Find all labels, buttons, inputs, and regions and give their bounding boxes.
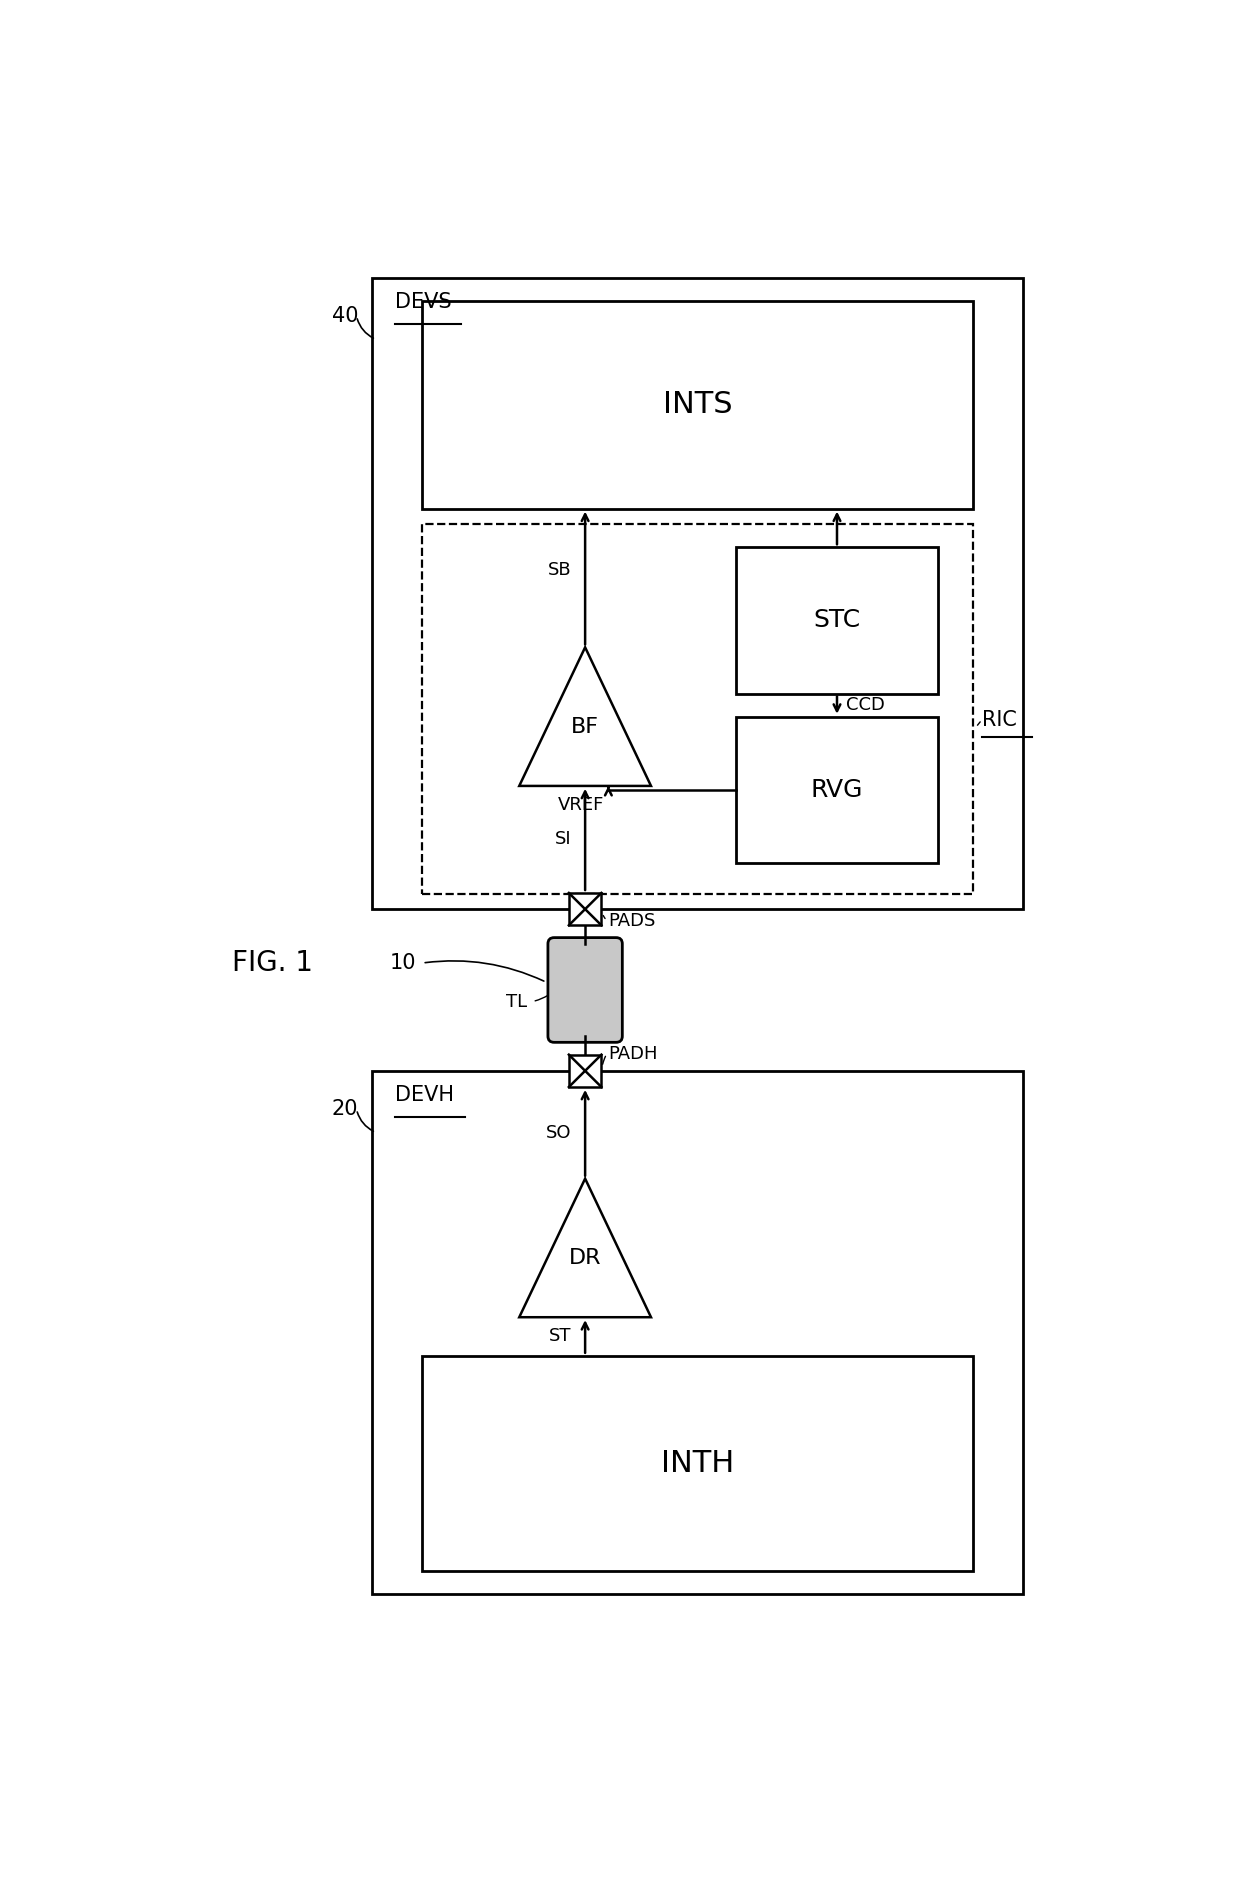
Text: SO: SO bbox=[546, 1123, 572, 1142]
Text: INTS: INTS bbox=[662, 391, 733, 419]
Text: BF: BF bbox=[572, 717, 599, 736]
Text: FIG. 1: FIG. 1 bbox=[233, 948, 314, 977]
Text: RVG: RVG bbox=[811, 777, 863, 802]
Text: PADH: PADH bbox=[609, 1044, 658, 1063]
Text: DEVH: DEVH bbox=[396, 1085, 454, 1104]
Text: 40: 40 bbox=[331, 306, 358, 327]
Text: STC: STC bbox=[813, 608, 861, 633]
Text: PADS: PADS bbox=[609, 911, 656, 930]
Text: CCD: CCD bbox=[846, 697, 885, 714]
Text: DEVS: DEVS bbox=[396, 291, 451, 312]
Bar bbox=[423, 1356, 972, 1572]
FancyBboxPatch shape bbox=[548, 937, 622, 1042]
Text: ST: ST bbox=[548, 1328, 572, 1345]
Text: DR: DR bbox=[569, 1249, 601, 1268]
Polygon shape bbox=[520, 1179, 651, 1316]
Bar bbox=[372, 1070, 1023, 1594]
Text: INTH: INTH bbox=[661, 1450, 734, 1478]
Text: TL: TL bbox=[506, 992, 527, 1010]
Bar bbox=[372, 278, 1023, 909]
Text: SB: SB bbox=[548, 562, 572, 578]
Text: 10: 10 bbox=[389, 952, 417, 973]
Bar bbox=[423, 524, 972, 894]
Text: SI: SI bbox=[554, 830, 572, 849]
Bar bbox=[569, 1055, 601, 1087]
Text: 20: 20 bbox=[331, 1099, 358, 1119]
Bar bbox=[569, 892, 601, 926]
Bar bbox=[737, 546, 937, 693]
Polygon shape bbox=[520, 648, 651, 785]
Text: RIC: RIC bbox=[982, 710, 1017, 731]
Bar bbox=[423, 300, 972, 509]
Bar bbox=[737, 717, 937, 862]
Text: VREF: VREF bbox=[558, 796, 605, 813]
